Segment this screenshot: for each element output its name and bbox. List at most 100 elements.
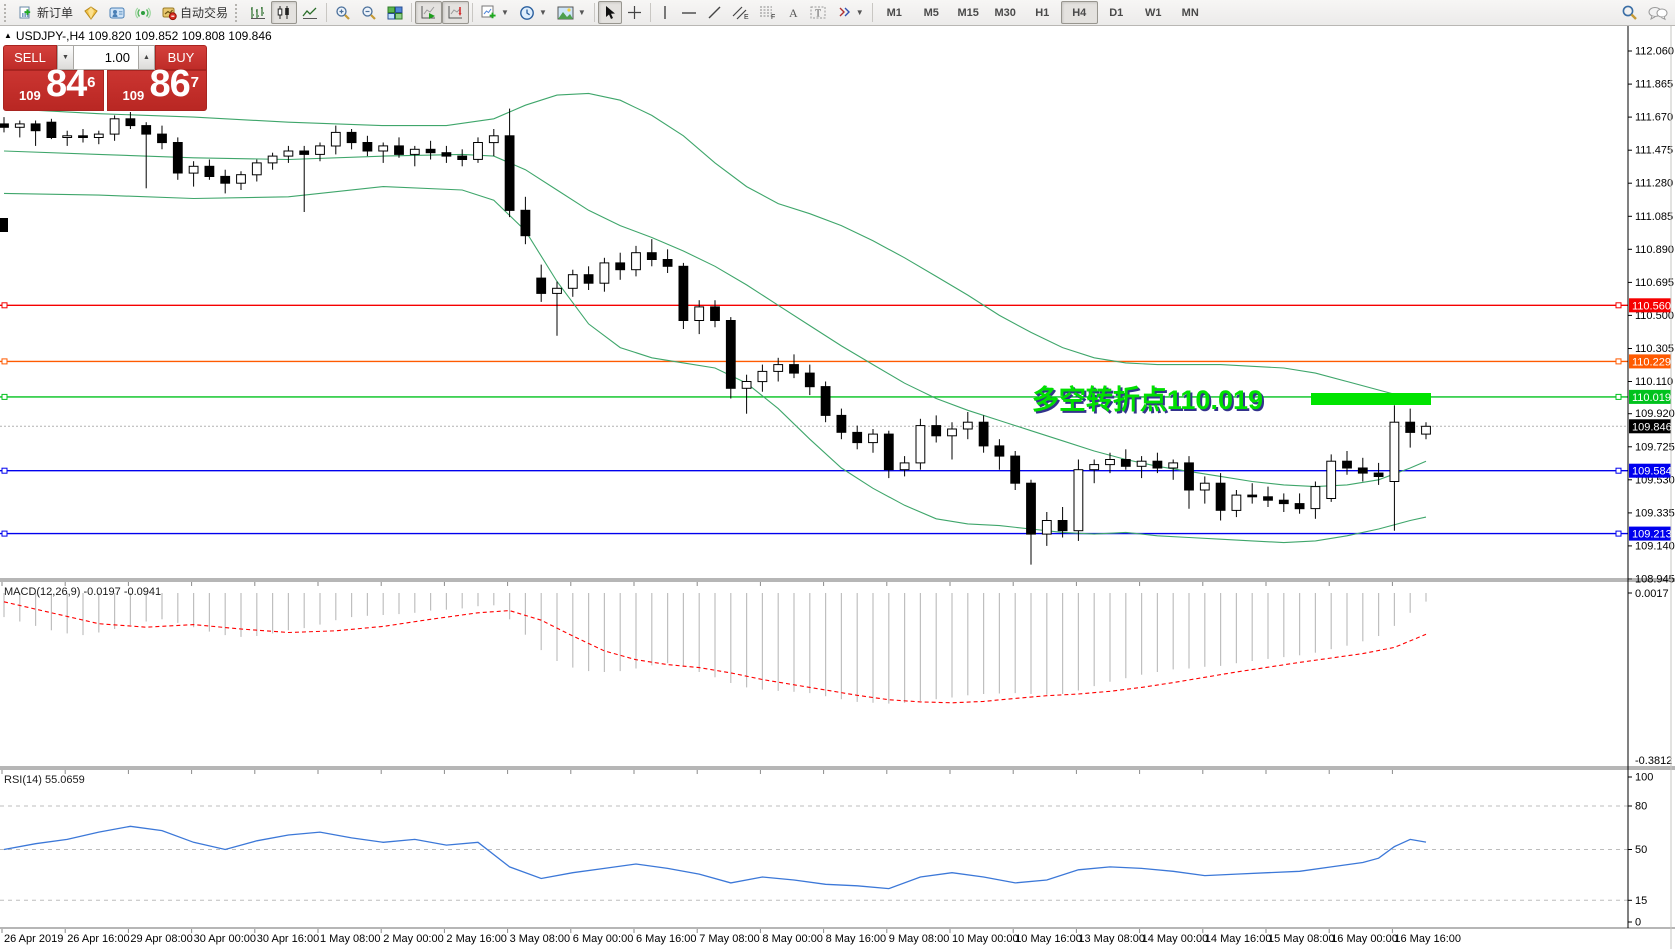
candle-body — [0, 123, 9, 128]
candle-body — [852, 431, 863, 444]
text-label-tool-button[interactable]: T — [805, 1, 831, 24]
candlestick-mode-button[interactable] — [271, 1, 298, 24]
candle-body — [1405, 421, 1416, 433]
candle-body — [883, 433, 894, 471]
cursor-icon — [605, 6, 615, 19]
svg-text:多空转折点110.019: 多空转折点110.019 — [1032, 384, 1263, 415]
candle-body — [1421, 425, 1431, 435]
buy-price-box[interactable]: 109 86 7 — [106, 63, 207, 111]
pane-separator[interactable] — [0, 578, 1675, 582]
horizontal-lines[interactable] — [0, 302, 1628, 537]
hline-marker — [1, 358, 8, 365]
candle-body — [536, 277, 547, 294]
price-tick-label: 110.110 — [1635, 376, 1673, 388]
candle-body — [1389, 421, 1400, 483]
toolbar-separator — [593, 3, 595, 22]
candle-body — [1215, 482, 1226, 511]
chart-canvas[interactable]: 多空转折点110.019 多空转折点110.019 MACD(12,26,9) -0… — [0, 26, 1675, 949]
new-order-icon — [19, 6, 31, 19]
bar-chart-mode-button[interactable] — [245, 1, 271, 24]
candle-body — [646, 252, 657, 260]
toolbar-grip[interactable] — [4, 3, 10, 22]
line-chart-mode-button[interactable] — [297, 1, 323, 24]
sell-price-box[interactable]: 109 84 6 — [3, 63, 104, 111]
dropdown-caret: ▼ — [538, 8, 547, 17]
sell-button[interactable]: SELL — [3, 45, 57, 70]
autotrading-button[interactable]: 自动交易 — [156, 1, 233, 24]
time-tick-label: 8 May 00:00 — [762, 933, 823, 945]
candle-body — [931, 425, 942, 437]
left-edge-object-marker[interactable] — [0, 218, 8, 232]
candle-body — [678, 265, 689, 322]
fibonacci-tool-button[interactable]: F — [754, 1, 781, 24]
volume-decrease-button[interactable]: ▼ — [57, 45, 74, 70]
crosshair-tool-button[interactable] — [622, 1, 647, 24]
timeframe-button-m15[interactable]: M15 — [957, 6, 979, 19]
timeframe-button-h4[interactable]: H4 — [1060, 1, 1098, 24]
chart-shift-button[interactable] — [442, 1, 470, 24]
chat-button[interactable] — [1643, 1, 1673, 24]
new-order-button[interactable]: 新订单 — [14, 1, 78, 24]
time-tick-label: 8 May 16:00 — [826, 933, 887, 945]
volume-input[interactable]: 1.00 — [74, 45, 138, 70]
collapse-triangle-icon[interactable]: ▲ — [4, 31, 12, 40]
timeframe-button-m5[interactable]: M5 — [923, 6, 939, 19]
price-tick-label: 112.060 — [1635, 46, 1674, 58]
equidistant-channel-tool-button[interactable]: E — [727, 1, 754, 24]
crosshair-icon — [627, 6, 641, 19]
periods-button[interactable]: ▼ — [514, 1, 552, 24]
templates-button[interactable]: ▼ — [552, 1, 591, 24]
chart-background[interactable] — [0, 26, 1675, 949]
zoom-in-button[interactable] — [330, 1, 356, 24]
trendline-tool-button[interactable] — [702, 1, 727, 24]
auto-scroll-button[interactable] — [415, 1, 443, 24]
timeframe-button-h1[interactable]: H1 — [1035, 6, 1050, 19]
time-tick-label: 10 May 16:00 — [1015, 933, 1082, 945]
pane-separator[interactable] — [0, 766, 1675, 770]
axis-price-label — [1629, 463, 1671, 478]
axis-price-label-text: 109.213 — [1632, 529, 1672, 541]
axis-price-label — [1629, 354, 1671, 369]
search-button[interactable] — [1616, 1, 1643, 24]
bollinger-lower-band — [3, 186, 1427, 544]
timeframe-button-m1[interactable]: M1 — [886, 6, 902, 19]
timeframe-button-mn[interactable]: MN — [1181, 6, 1199, 19]
toolbar-grip[interactable] — [235, 3, 241, 22]
template-icon — [557, 6, 574, 19]
timeframe-button-m30[interactable]: M30 — [994, 6, 1016, 19]
cursor-tool-button[interactable] — [597, 1, 622, 24]
time-tick-label: 29 Apr 08:00 — [130, 933, 192, 945]
hline-marker — [1615, 393, 1622, 400]
horizontal-line-tool-button[interactable] — [676, 1, 702, 24]
signals-button[interactable] — [130, 1, 156, 24]
price-axis[interactable]: 112.060 111.865 111.670 111.475 111.280 111.0… — [1627, 26, 1675, 929]
candle-body — [109, 118, 120, 135]
highlight-box[interactable] — [1311, 393, 1431, 405]
buy-button[interactable]: BUY — [155, 45, 207, 70]
arrows-icon — [839, 7, 850, 17]
macd-scale-min: -0.3812 — [1635, 755, 1672, 767]
styler-button[interactable] — [78, 1, 104, 24]
new-chart-button[interactable]: ▼ — [476, 1, 514, 24]
text-tool-button[interactable]: A — [781, 1, 805, 24]
period-ticks — [1, 582, 1393, 933]
community-button[interactable] — [104, 1, 130, 24]
rsi-pane: RSI(14) 55.0659 — [0, 774, 1628, 901]
time-axis[interactable]: 26 Apr 2019 26 Apr 16:00 29 Apr 08:00 30 Ap… — [4, 933, 1461, 945]
zoom-out-button[interactable] — [356, 1, 382, 24]
candle-body — [741, 381, 752, 389]
sell-price-big: 84 — [46, 63, 87, 105]
zoom-in-icon — [336, 5, 350, 20]
timeframe-button-d1[interactable]: D1 — [1109, 6, 1124, 19]
candle-body — [267, 155, 278, 164]
timeframe-button-w1[interactable]: W1 — [1144, 6, 1162, 19]
arrows-tool-button[interactable]: ▼ — [831, 1, 869, 24]
time-tick-label: 2 May 00:00 — [383, 933, 444, 945]
gem-icon — [84, 5, 98, 20]
tile-windows-button[interactable] — [382, 1, 408, 24]
vertical-line-tool-button[interactable] — [654, 1, 676, 24]
volume-increase-button[interactable]: ▲ — [138, 45, 155, 70]
dropdown-caret: ▼ — [501, 8, 509, 17]
